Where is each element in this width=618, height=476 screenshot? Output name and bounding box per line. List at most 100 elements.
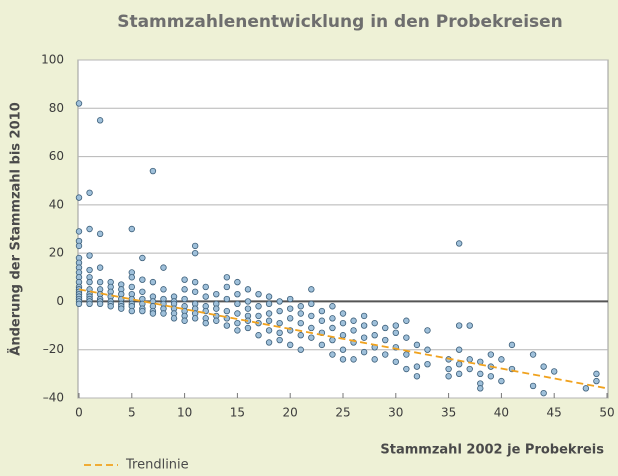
point [287, 315, 294, 322]
point [223, 295, 231, 303]
point [181, 317, 188, 324]
point [276, 329, 283, 337]
point [297, 346, 304, 353]
x-tick-label: 10 [177, 406, 192, 420]
point [139, 254, 146, 262]
point [139, 307, 146, 315]
point [191, 242, 199, 250]
point [75, 300, 83, 308]
point [424, 361, 431, 368]
point [128, 283, 135, 291]
point [244, 298, 252, 305]
point [191, 249, 199, 257]
y-tick-label: 100 [41, 53, 64, 67]
point [202, 319, 209, 327]
point [487, 351, 495, 358]
point [498, 356, 505, 363]
point [339, 346, 347, 353]
point [371, 332, 378, 339]
point [540, 389, 547, 397]
point [213, 317, 220, 324]
point [128, 307, 135, 315]
point [350, 317, 357, 324]
point [234, 290, 241, 298]
x-tick-label: 35 [441, 406, 456, 420]
point [360, 312, 368, 320]
point [191, 278, 199, 286]
point [223, 307, 231, 315]
point [424, 327, 431, 334]
point [265, 293, 273, 300]
point [329, 315, 336, 322]
point [455, 370, 463, 378]
plot-area [77, 59, 609, 399]
point [255, 332, 262, 339]
point [139, 288, 146, 295]
point [403, 365, 410, 373]
point [75, 228, 83, 235]
point [413, 363, 421, 370]
point [540, 363, 547, 370]
point [75, 194, 83, 201]
point [593, 377, 600, 385]
point [371, 356, 378, 363]
x-tick-label: 30 [388, 406, 403, 420]
point [86, 266, 93, 274]
point [255, 312, 262, 320]
point [118, 305, 125, 312]
y-tick-label: 20 [49, 246, 64, 260]
point [213, 305, 220, 312]
point [244, 305, 252, 312]
point [128, 274, 135, 281]
point [202, 283, 209, 291]
point [308, 324, 315, 332]
point [455, 240, 463, 247]
point [255, 290, 262, 298]
point [329, 336, 336, 344]
point [551, 368, 558, 375]
point [339, 332, 347, 339]
chart-title: Stammzahlenentwicklung in den Probekreis… [117, 12, 563, 32]
point [86, 189, 93, 196]
point [265, 317, 273, 324]
point [276, 336, 283, 344]
point [234, 310, 241, 317]
point [223, 274, 231, 281]
point [445, 365, 452, 373]
point [529, 351, 537, 358]
y-tick-label: 40 [49, 197, 64, 211]
point [181, 276, 188, 283]
point [360, 322, 368, 329]
point [160, 264, 167, 271]
y-axis-label: Änderung der Stammzahl bis 2010 [8, 102, 24, 355]
point [329, 351, 336, 358]
point [96, 117, 104, 124]
point [508, 341, 516, 349]
y-tick-label: 60 [49, 149, 64, 163]
point [149, 167, 157, 175]
point [128, 225, 135, 233]
point [403, 351, 410, 358]
point [413, 341, 421, 349]
point [318, 307, 326, 315]
point [350, 327, 357, 334]
x-tick-label: 40 [494, 406, 509, 420]
point [593, 370, 600, 378]
point [297, 332, 304, 339]
point [181, 295, 188, 303]
x-tick-label: 0 [75, 406, 83, 420]
point [403, 334, 410, 341]
point [265, 310, 273, 317]
y-tick-label: –40 [43, 391, 64, 405]
point [191, 288, 199, 295]
point [445, 373, 452, 380]
point [149, 278, 157, 286]
point [318, 317, 326, 324]
point [360, 334, 368, 341]
point [86, 252, 93, 259]
point [308, 300, 315, 308]
point [455, 361, 463, 368]
point [477, 370, 484, 378]
point [223, 322, 231, 329]
